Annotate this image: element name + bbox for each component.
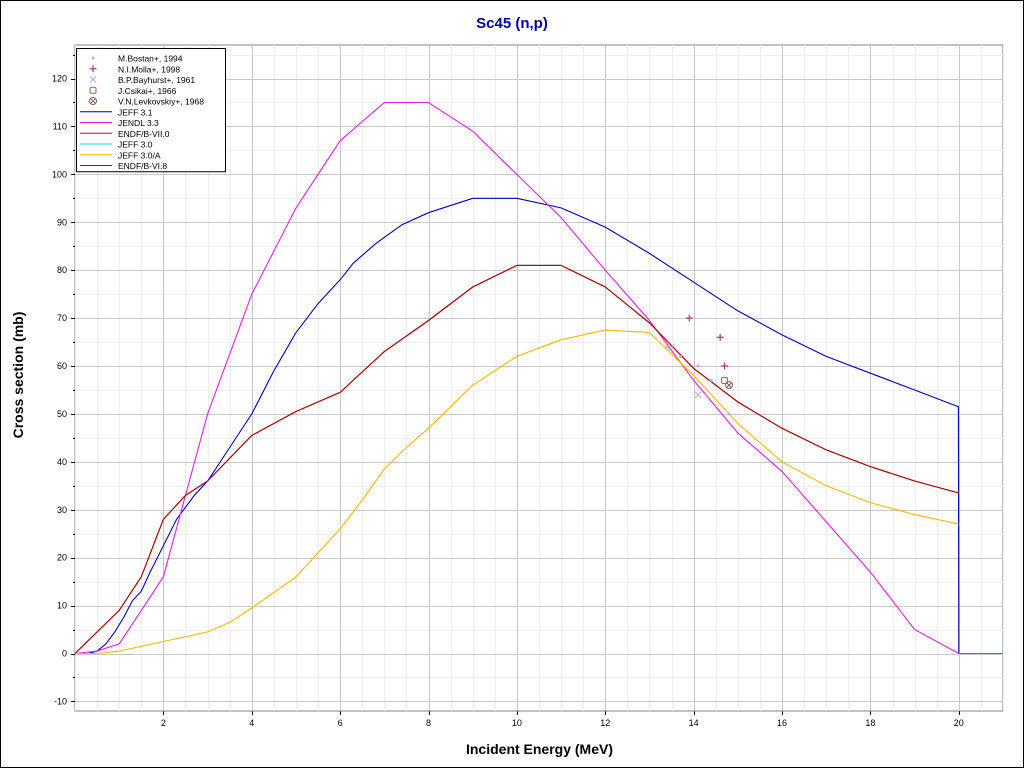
data-point: [668, 343, 675, 351]
legend-label: M.Bostan+, 1994: [118, 54, 183, 64]
x-tick-label: 6: [338, 718, 343, 728]
legend-label: JEFF 3.0: [118, 140, 153, 150]
data-point: [725, 381, 734, 390]
legend-label: ENDF/B-VI.8: [118, 161, 167, 171]
data-point: [716, 333, 724, 341]
y-tick-label: 90: [57, 217, 67, 227]
y-tick-label: -10: [54, 696, 67, 706]
y-tick-label: 20: [57, 553, 67, 563]
series-group: [75, 101, 1003, 655]
chart-title: Sc45 (n,p): [476, 15, 548, 32]
legend-label: JENDL 3.3: [118, 118, 159, 128]
series-line-jendl-3-3: [75, 101, 1003, 655]
legend-label: V.N.Levkovskiy+, 1968: [118, 97, 204, 107]
data-point: [685, 314, 693, 322]
x-tick-label: 12: [600, 718, 610, 728]
data-point: [694, 391, 702, 399]
y-tick-label: 50: [57, 409, 67, 419]
y-tick-label: 0: [62, 649, 67, 659]
x-tick-label: 4: [249, 718, 254, 728]
data-point: [678, 354, 682, 358]
y-tick-label: 60: [57, 361, 67, 371]
data-point: [665, 345, 669, 349]
legend-box: [76, 48, 226, 173]
y-tick-label: 120: [52, 74, 67, 84]
major-grid: [75, 45, 1003, 711]
x-tick-label: 18: [865, 718, 875, 728]
data-point: [721, 362, 729, 370]
data-point: [727, 412, 731, 416]
data-point: [721, 376, 729, 384]
data-point: [696, 364, 700, 368]
y-tick-label: 10: [57, 601, 67, 611]
y-tick-label: 40: [57, 457, 67, 467]
x-tick-label: 16: [777, 718, 787, 728]
y-tick-label: 110: [53, 121, 67, 131]
legend-label: ENDF/B-VII.0: [118, 129, 170, 139]
y-tick-label: 30: [57, 505, 67, 515]
legend-marker: [89, 97, 97, 105]
data-point: [709, 378, 713, 382]
legend-marker: [89, 86, 97, 94]
data-point-cross: [726, 382, 732, 388]
legend-label: J.Csikai+, 1966: [118, 86, 177, 96]
x-tick-label: 2: [161, 718, 166, 728]
series-line-jeff-3-1: [75, 197, 1003, 655]
legend-label: N.I.Molla+, 1998: [118, 64, 180, 74]
legend-label: JEFF 3.1: [118, 107, 153, 117]
x-tick-label: 10: [512, 718, 522, 728]
y-tick-label: 100: [52, 169, 67, 179]
x-axis-title: Incident Energy (MeV): [465, 741, 614, 757]
legend-label: JEFF 3.0/A: [118, 150, 161, 160]
y-tick-label: 70: [57, 313, 67, 323]
legend-label: B.P.Bayhurst+, 1961: [118, 75, 195, 85]
y-tick-label: 80: [57, 265, 67, 275]
legend-marker: [89, 76, 97, 83]
legend-marker: [91, 56, 95, 60]
series-line-jeff-3-0-a: [75, 329, 959, 655]
legend-marker: [89, 65, 97, 73]
legend-marker-cross: [90, 98, 96, 104]
x-tick-label: 14: [689, 718, 699, 728]
series-line-endf-b-vi-8: [75, 264, 959, 654]
x-tick-label: 20: [954, 718, 964, 728]
x-tick-label: 8: [426, 718, 431, 728]
experimental-group: [665, 314, 734, 416]
